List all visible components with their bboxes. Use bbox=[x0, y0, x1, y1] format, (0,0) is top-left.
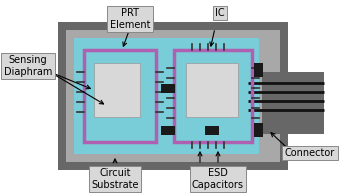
Text: Connector: Connector bbox=[285, 148, 335, 158]
Bar bbox=[205, 126, 219, 135]
Bar bbox=[161, 84, 175, 93]
Bar bbox=[74, 38, 259, 154]
Bar bbox=[254, 63, 263, 77]
Bar bbox=[84, 50, 156, 142]
Text: Sensing
Diaphram: Sensing Diaphram bbox=[4, 55, 52, 77]
Bar bbox=[161, 126, 175, 135]
Bar bbox=[66, 30, 280, 162]
Bar bbox=[174, 50, 252, 142]
Text: PRT
Element: PRT Element bbox=[110, 8, 150, 30]
Text: ESD
Capacitors: ESD Capacitors bbox=[192, 168, 244, 190]
Text: IC: IC bbox=[215, 8, 225, 18]
Bar bbox=[94, 63, 140, 117]
Bar bbox=[58, 22, 288, 170]
Bar bbox=[262, 72, 324, 134]
Bar bbox=[254, 123, 263, 137]
Text: Circuit
Substrate: Circuit Substrate bbox=[91, 168, 139, 190]
Bar bbox=[186, 63, 238, 117]
